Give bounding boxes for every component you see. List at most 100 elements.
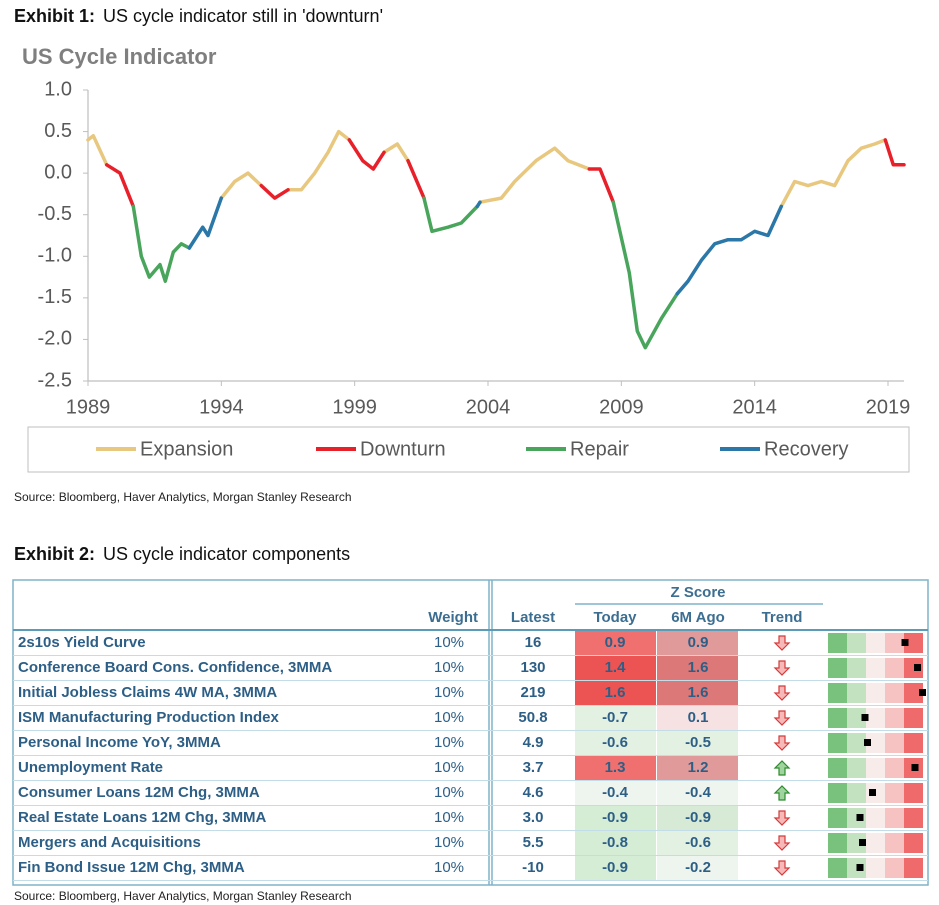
heat-band <box>866 708 885 728</box>
z-cell <box>575 631 656 655</box>
z-score: -0.6 <box>685 834 711 851</box>
z-cell <box>657 631 738 655</box>
weight: 10% <box>434 684 464 701</box>
z-score: 1.4 <box>605 659 627 676</box>
series-line <box>86 129 888 209</box>
heat-band <box>885 858 904 878</box>
z-cell <box>657 656 738 680</box>
trend-arrow <box>773 660 791 676</box>
weight: 10% <box>434 709 464 726</box>
z-score: 1.6 <box>688 659 709 676</box>
z-cell <box>575 806 656 830</box>
heat-band <box>828 658 847 678</box>
heat-band <box>828 708 847 728</box>
heat-band <box>904 633 923 653</box>
heat-band <box>847 733 866 753</box>
z-score: -0.8 <box>602 834 628 851</box>
z-cell <box>575 781 656 805</box>
z-cell <box>657 831 738 855</box>
y-tick-label: -1.0 <box>38 245 72 267</box>
trend-arrow <box>773 710 791 726</box>
trend-arrow <box>773 760 791 776</box>
trend-arrow <box>773 785 791 801</box>
weight: 10% <box>434 784 464 801</box>
z-cell <box>575 756 656 780</box>
weight: 10% <box>434 734 464 751</box>
heat-band <box>847 758 866 778</box>
heat-band <box>885 758 904 778</box>
heat-band <box>866 658 885 678</box>
heat-band <box>885 683 904 703</box>
heat-band <box>847 658 866 678</box>
legend-label: Repair <box>570 438 629 460</box>
row-name: Mergers and Acquisitions <box>18 834 201 851</box>
heat-band <box>847 683 866 703</box>
row-name: ISM Manufacturing Production Index <box>18 709 279 726</box>
heat-band <box>828 758 847 778</box>
row-name: Unemployment Rate <box>18 759 163 776</box>
z-cell <box>575 681 656 705</box>
row-name: Initial Jobless Claims 4W MA, 3MMA <box>18 684 277 701</box>
y-tick-label: 0.5 <box>44 120 72 142</box>
heat-band <box>885 783 904 803</box>
z-score: -0.2 <box>685 859 711 876</box>
latest: 4.9 <box>523 734 544 751</box>
column-header: Latest <box>511 609 555 626</box>
heat-band <box>828 683 847 703</box>
z-cell <box>657 856 738 880</box>
latest: 4.6 <box>523 784 544 801</box>
column-header: 6M Ago <box>671 609 725 626</box>
trend-arrow <box>773 835 791 851</box>
z-cell <box>575 706 656 730</box>
z-score: 1.2 <box>688 759 709 776</box>
z-score: -0.6 <box>602 734 628 751</box>
z-marker <box>861 714 869 721</box>
heat-band <box>866 833 885 853</box>
trend-arrow <box>773 810 791 826</box>
z-score: 0.9 <box>688 634 709 651</box>
heat-band <box>904 783 923 803</box>
row-name: Fin Bond Issue 12M Chg, 3MMA <box>18 859 245 876</box>
source-note: Source: Bloomberg, Haver Analytics, Morg… <box>14 889 352 903</box>
heat-band <box>828 858 847 878</box>
z-cell <box>657 781 738 805</box>
heat-band <box>847 708 866 728</box>
weight: 10% <box>434 659 464 676</box>
legend-box <box>27 426 910 473</box>
z-score: -0.7 <box>602 709 628 726</box>
exhibit-label: Exhibit 1: <box>14 6 95 26</box>
z-cell <box>657 731 738 755</box>
heat-band <box>847 783 866 803</box>
heat-band <box>828 783 847 803</box>
z-marker <box>864 739 871 746</box>
z-marker <box>919 689 926 696</box>
z-cell <box>657 806 738 830</box>
heat-band <box>828 833 847 853</box>
z-score: -0.9 <box>602 809 628 826</box>
heat-band <box>866 683 885 703</box>
z-marker <box>856 814 864 821</box>
z-marker <box>914 664 921 671</box>
latest: 3.7 <box>523 759 544 776</box>
heat-band <box>904 658 923 678</box>
heat-band <box>866 808 885 828</box>
heat-band <box>866 633 885 653</box>
y-tick-label: -2.5 <box>38 369 72 391</box>
heat-band <box>885 658 904 678</box>
z-marker <box>911 764 919 771</box>
column-header: Today <box>593 609 637 626</box>
z-score: 0.9 <box>605 634 626 651</box>
y-tick-label: 1.0 <box>44 78 72 100</box>
weight: 10% <box>434 834 464 851</box>
heat-band <box>828 633 847 653</box>
chart-title: US Cycle Indicator <box>22 44 217 69</box>
row-name: Consumer Loans 12M Chg, 3MMA <box>18 784 260 801</box>
heat-band <box>885 733 904 753</box>
heat-band <box>904 808 923 828</box>
latest: 219 <box>520 684 545 701</box>
latest: 50.8 <box>518 709 547 726</box>
weight: 10% <box>434 809 464 826</box>
x-tick-label: 2004 <box>466 396 511 418</box>
x-tick-label: 2014 <box>732 396 777 418</box>
z-marker <box>859 839 866 846</box>
